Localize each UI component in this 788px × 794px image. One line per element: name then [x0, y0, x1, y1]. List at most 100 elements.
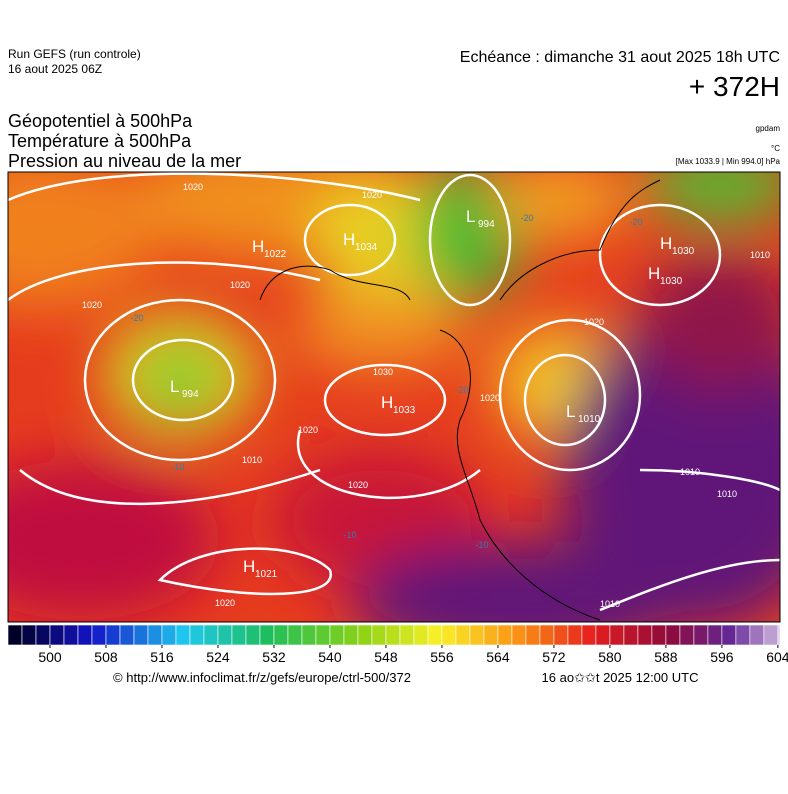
center-letter: H [243, 557, 255, 576]
colorbar-cell [399, 624, 415, 646]
center-letter: L [566, 402, 575, 421]
isobar-label: 1020 [348, 480, 368, 490]
isobar-label: 1010 [242, 455, 262, 465]
colorbar-cell [217, 624, 233, 646]
colorbar-cell [651, 624, 667, 646]
center-value: 1030 [672, 246, 695, 257]
colorbar-cell [357, 624, 373, 646]
valid-time: Echéance : dimanche 31 aout 2025 18h UTC [460, 49, 780, 66]
colorbar-cell [623, 624, 639, 646]
colorbar-cell [749, 624, 765, 646]
center-letter: L [170, 377, 179, 396]
colorbar-cell [161, 624, 177, 646]
temp-label: -20 [455, 385, 468, 395]
colorbar-cell [581, 624, 597, 646]
run-date: 16 aout 2025 06Z [8, 62, 102, 76]
isobar-label: 1020 [480, 393, 500, 403]
isobar-label: 1020 [183, 182, 203, 192]
colorbar-cell [721, 624, 737, 646]
colorbar-cell [301, 624, 317, 646]
colorbar-label: 564 [486, 649, 510, 665]
colorbar-cell [343, 624, 359, 646]
field-title: Pression au niveau de la mer [8, 151, 241, 171]
colorbar-cell [259, 624, 275, 646]
isobar-label: 1010 [600, 599, 620, 609]
center-value: 994 [478, 219, 495, 230]
colorbar-cell [371, 624, 387, 646]
colorbar-label: 508 [94, 649, 118, 665]
colorbar-cell [679, 624, 695, 646]
colorbar-label: 524 [206, 649, 230, 665]
center-letter: H [343, 230, 355, 249]
colorbar-cell [7, 624, 23, 646]
colorbar-cell [91, 624, 107, 646]
colorbar-cell [315, 624, 331, 646]
center-letter: H [381, 393, 393, 412]
colorbar-label: 604 [766, 649, 788, 665]
colorbar-label: 556 [430, 649, 454, 665]
map-frame [7, 171, 781, 623]
colorbar-cell [273, 624, 289, 646]
colorbar-cell [497, 624, 513, 646]
colorbar-cell [245, 624, 261, 646]
footer-date: 16 ao✩✩t 2025 12:00 UTC [542, 670, 699, 685]
center-letter: L [466, 207, 475, 226]
colorbar-label: 580 [598, 649, 622, 665]
colorbar-cell [77, 624, 93, 646]
unit: °C [771, 144, 780, 153]
colorbar-cell [133, 624, 149, 646]
colorbar-cell [511, 624, 527, 646]
run: Run GEFS (run controle) [8, 47, 141, 61]
center-letter: H [660, 234, 672, 253]
colorbar-cell [469, 624, 485, 646]
colorbar-cell [427, 624, 443, 646]
center-letter: H [648, 264, 660, 283]
colorbar-cell [763, 624, 779, 646]
isobar-label: 1020 [298, 425, 318, 435]
colorbar-label: 548 [374, 649, 398, 665]
colorbar-cell [455, 624, 471, 646]
colorbar-cell [35, 624, 51, 646]
field-title: Géopotentiel à 500hPa [8, 111, 193, 131]
field-title: Température à 500hPa [8, 131, 192, 151]
isobar-label: 1010 [750, 250, 770, 260]
isobar-label: 1020 [362, 190, 382, 200]
center-value: 1010 [578, 414, 601, 425]
isobar-label: 1030 [373, 367, 393, 377]
colorbar-cell [105, 624, 121, 646]
colorbar-label: 500 [38, 649, 62, 665]
temp-label: -10 [343, 530, 356, 540]
colorbar-cell [665, 624, 681, 646]
isobar-label: 1010 [717, 489, 737, 499]
center-letter: H [252, 237, 264, 256]
colorbar-cell [777, 624, 781, 646]
colorbar-cell [287, 624, 303, 646]
extremes: [Max 1033.9 | Min 994.0] hPa [676, 157, 781, 166]
colorbar-cell [595, 624, 611, 646]
isobar-label: 1010 [680, 467, 700, 477]
colorbar-cell [637, 624, 653, 646]
colorbar-cell [119, 624, 135, 646]
colorbar-cell [203, 624, 219, 646]
temp-label: -20 [629, 217, 642, 227]
lead-time: + 372H [689, 71, 780, 102]
temp-label: -10 [475, 540, 488, 550]
colorbar-cell [539, 624, 555, 646]
isobar-label: 1020 [230, 280, 250, 290]
center-value: 1030 [660, 276, 683, 287]
temp-label: -20 [130, 313, 143, 323]
colorbar-cell [553, 624, 569, 646]
colorbar-label: 588 [654, 649, 678, 665]
center-value: 994 [182, 389, 199, 400]
colorbar-cell [735, 624, 751, 646]
colorbar-label: 596 [710, 649, 734, 665]
colorbar-cell [525, 624, 541, 646]
colorbar-cell [567, 624, 583, 646]
colorbar-cell [175, 624, 191, 646]
center-value: 1034 [355, 242, 378, 253]
colorbar-cell [329, 624, 345, 646]
colorbar-cell [441, 624, 457, 646]
isobar-label: 1020 [215, 598, 235, 608]
